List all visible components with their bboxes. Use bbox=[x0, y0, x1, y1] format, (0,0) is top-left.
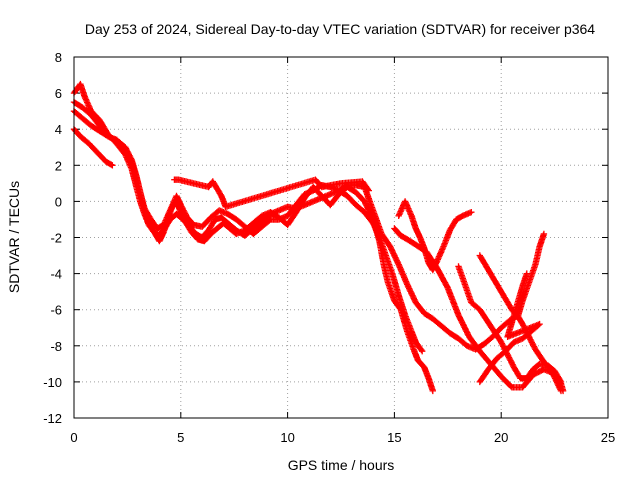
y-axis-title: SDTVAR / TECUs bbox=[6, 181, 22, 293]
y-tick-label: -12 bbox=[43, 411, 62, 426]
data-point-markers bbox=[391, 225, 565, 395]
y-tick-label: 6 bbox=[55, 86, 62, 101]
x-axis-ticks: 0 5 10 15 20 25 bbox=[70, 57, 615, 445]
data-point-markers bbox=[171, 176, 372, 210]
series-track-9 bbox=[476, 270, 543, 386]
y-tick-label: 2 bbox=[55, 158, 62, 173]
y-tick-label: -6 bbox=[50, 303, 62, 318]
plot-frame bbox=[73, 56, 609, 419]
y-tick-label: -8 bbox=[50, 339, 62, 354]
y-tick-label: 4 bbox=[55, 122, 62, 137]
x-tick-label: 15 bbox=[387, 430, 401, 445]
y-tick-label: 8 bbox=[55, 50, 62, 65]
y-tick-label: -4 bbox=[50, 267, 62, 282]
data-series bbox=[70, 80, 567, 395]
x-tick-label: 0 bbox=[70, 430, 77, 445]
y-tick-label: -10 bbox=[43, 375, 62, 390]
chart-title: Day 253 of 2024, Sidereal Day-to-day VTE… bbox=[85, 21, 595, 37]
series-track-10 bbox=[171, 176, 372, 210]
x-tick-label: 20 bbox=[494, 430, 508, 445]
x-tick-label: 25 bbox=[601, 430, 615, 445]
y-tick-label: -2 bbox=[50, 231, 62, 246]
y-tick-label: 0 bbox=[55, 194, 62, 209]
x-tick-label: 10 bbox=[280, 430, 294, 445]
x-tick-label: 5 bbox=[177, 430, 184, 445]
y-axis-ticks: -12 -10 -8 -6 -4 -2 0 2 4 6 8 bbox=[43, 50, 608, 426]
data-point-markers bbox=[476, 270, 543, 386]
x-axis-title: GPS time / hours bbox=[288, 457, 395, 473]
series-track-6 bbox=[391, 225, 565, 395]
